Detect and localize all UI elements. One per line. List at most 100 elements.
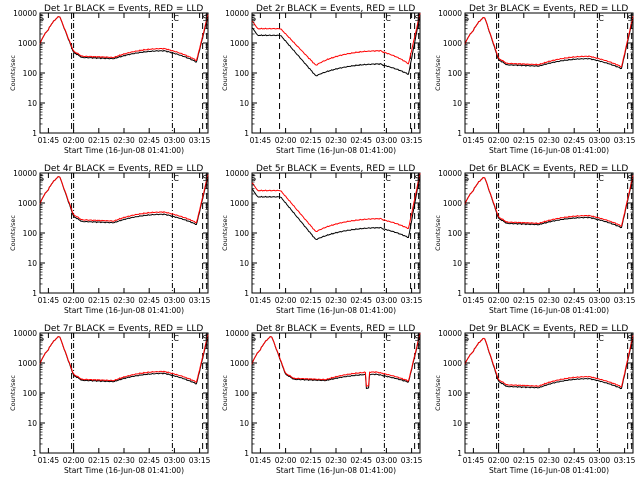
x-tick-label: 02:15 [513,456,535,465]
x-tick-label: 02:30 [325,136,347,145]
x-tick-label: 02:15 [300,456,322,465]
y-tick-label: 1 [32,289,37,298]
flag-label: C [385,334,391,343]
x-tick-label: 02:00 [275,296,297,305]
y-tick-label: 1 [32,449,37,458]
y-tick-label: 1 [457,289,462,298]
series-line-events [251,174,421,241]
y-tick-label: 10 [27,259,37,268]
flag-label: S [203,174,208,183]
panel-title: Det 6r BLACK = Events, RED = LLD [469,164,628,174]
y-tick-label: 1 [457,449,462,458]
panel-title: Det 2r BLACK = Events, RED = LLD [256,4,415,14]
y-tick-label: 10 [452,419,462,428]
x-tick-label: 03:15 [614,296,636,305]
x-tick-label: 02:45 [563,456,585,465]
x-tick-label: 01:45 [38,296,60,305]
y-tick-label: 10 [452,259,462,268]
y-tick-label: 1000 [18,199,37,208]
series-line-events [251,334,421,389]
x-tick-label: 03:00 [164,136,186,145]
y-tick-label: 1 [457,129,462,138]
panel-title: Det 8r BLACK = Events, RED = LLD [256,324,415,334]
y-tick-label: 1 [244,289,249,298]
y-tick-label: 10 [27,99,37,108]
x-tick-label: 03:15 [401,296,423,305]
x-tick-label: 02:15 [88,136,110,145]
series-line-lld [39,174,209,224]
x-tick-label: 02:15 [88,456,110,465]
x-axis-label: Start Time (16-Jun-08 01:41:00) [489,146,609,155]
x-axis-label: Start Time (16-Jun-08 01:41:00) [489,466,609,475]
y-tick-label: 1000 [443,39,462,48]
plot-frame [251,12,421,134]
flag-label: C [598,334,604,343]
x-tick-label: 02:30 [538,136,560,145]
plot-frame [464,172,634,294]
x-tick-label: 02:00 [275,456,297,465]
flag-label: S [251,334,256,343]
flag-label: S [415,334,420,343]
y-tick-label: 10 [239,259,249,268]
y-tick-label: 10000 [13,9,37,18]
y-tick-label: 100 [235,229,250,238]
x-tick-label: 01:45 [463,136,485,145]
x-axis-label: Start Time (16-Jun-08 01:41:00) [64,466,184,475]
y-tick-label: 1000 [230,359,249,368]
y-axis-label: Counts/sec [221,215,229,251]
y-tick-label: 100 [235,389,250,398]
x-axis-label: Start Time (16-Jun-08 01:41:00) [64,306,184,315]
flag-label: S [203,334,208,343]
flag-label: S [415,14,420,23]
y-tick-label: 10 [239,419,249,428]
y-axis-label: Counts/sec [221,375,229,411]
x-tick-label: 03:00 [589,296,611,305]
x-tick-label: 01:45 [250,136,272,145]
y-tick-label: 10000 [225,9,249,18]
series-line-events [251,14,421,77]
series-line-lld [464,335,634,388]
series-line-lld [39,14,209,61]
flag-label: S [39,334,44,343]
flag-label: S [628,14,633,23]
x-tick-label: 03:00 [376,456,398,465]
x-axis-label: Start Time (16-Jun-08 01:41:00) [276,466,396,475]
flag-label: S [464,334,469,343]
series-line-lld [464,15,634,68]
flag-label: S [415,174,420,183]
y-tick-label: 1000 [230,39,249,48]
x-tick-label: 02:45 [138,296,160,305]
x-tick-label: 02:15 [513,136,535,145]
flag-label: C [385,174,391,183]
series-line-lld [464,175,634,227]
x-tick-label: 02:30 [113,456,135,465]
y-axis-label: Counts/sec [434,215,442,251]
x-tick-label: 03:00 [164,456,186,465]
flag-label: S [251,14,256,23]
y-tick-label: 1 [244,129,249,138]
y-axis-label: Counts/sec [9,215,17,251]
x-tick-label: 03:15 [189,136,211,145]
x-tick-label: 03:00 [589,136,611,145]
panel-title: Det 1r BLACK = Events, RED = LLD [44,4,203,14]
x-tick-label: 02:30 [113,296,135,305]
y-tick-label: 10000 [225,329,249,338]
y-axis-label: Counts/sec [221,55,229,91]
y-tick-label: 100 [23,389,38,398]
x-tick-label: 03:15 [401,136,423,145]
y-tick-label: 1000 [18,359,37,368]
y-axis-label: Counts/sec [9,375,17,411]
flag-label: C [173,334,179,343]
x-tick-label: 03:15 [614,136,636,145]
series-line-lld [39,334,209,383]
x-tick-label: 02:45 [138,456,160,465]
x-tick-label: 02:45 [350,296,372,305]
y-axis-label: Counts/sec [9,55,17,91]
series-line-lld [251,12,421,66]
series-line-lld [251,332,421,387]
